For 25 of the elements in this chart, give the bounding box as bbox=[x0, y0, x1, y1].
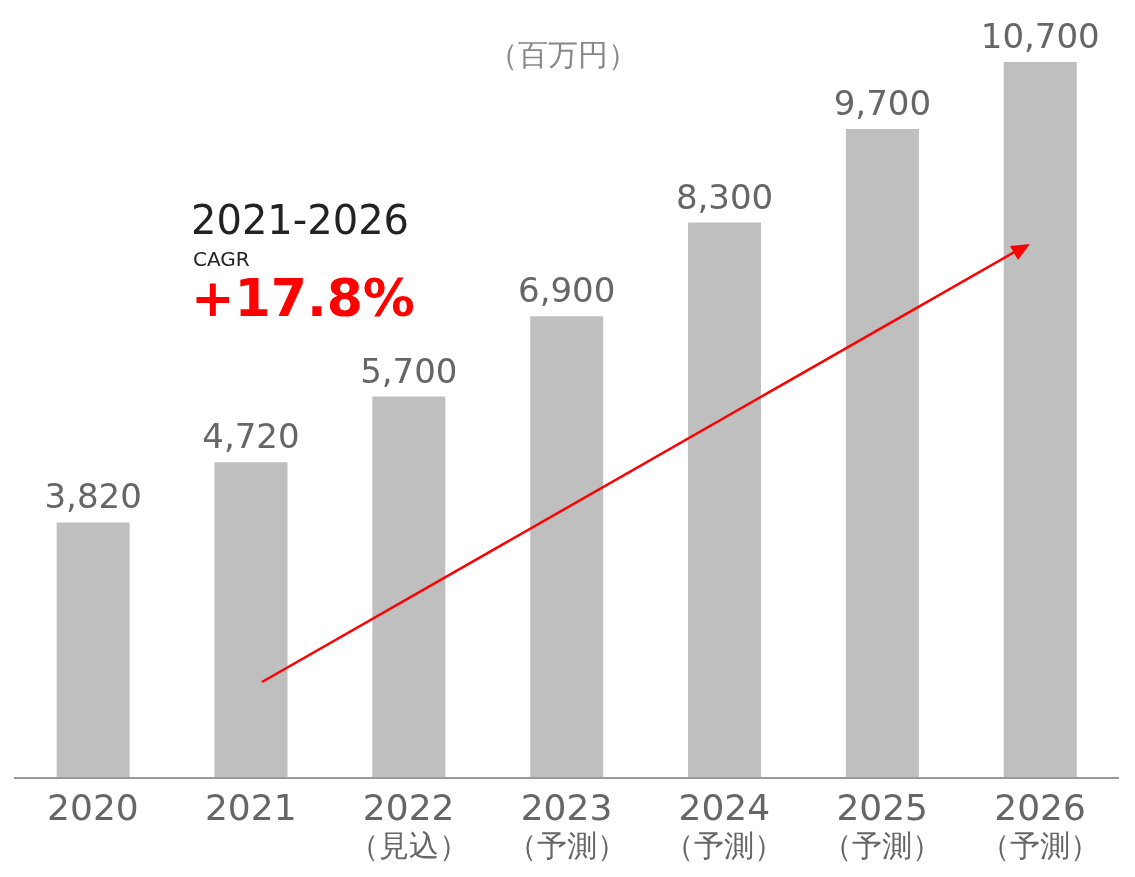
annotation: +17.8% bbox=[191, 268, 415, 328]
data-label: 8,300 bbox=[675, 176, 774, 217]
bar bbox=[530, 316, 604, 778]
bar bbox=[56, 522, 130, 778]
annotation: 2021-2026 bbox=[191, 197, 410, 243]
x-tick-label: 2024 （予測） bbox=[664, 787, 785, 863]
annotation: CAGR bbox=[193, 247, 250, 271]
x-tick-label: 2020 bbox=[47, 787, 139, 828]
bar bbox=[688, 222, 762, 778]
bar bbox=[1003, 62, 1077, 778]
x-tick-label: 2026 （予測） bbox=[980, 787, 1101, 863]
data-label: 6,900 bbox=[518, 270, 616, 311]
data-label: 9,700 bbox=[833, 82, 932, 123]
x-tick-label: 2022 （見込） bbox=[348, 787, 469, 863]
data-label: 5,700 bbox=[360, 350, 458, 391]
bar bbox=[214, 462, 288, 778]
bar bbox=[372, 396, 446, 778]
data-label: 3,820 bbox=[44, 476, 142, 517]
data-label: 4,720 bbox=[202, 416, 300, 457]
x-tick-label: 2023 （予測） bbox=[506, 787, 627, 863]
bar bbox=[845, 128, 919, 778]
x-tick-label: 2021 bbox=[204, 787, 297, 828]
x-tick-label: 2025 （予測） bbox=[822, 787, 943, 863]
data-label: 10,700 bbox=[980, 16, 1100, 56]
annotation: （百万円） bbox=[488, 37, 638, 72]
